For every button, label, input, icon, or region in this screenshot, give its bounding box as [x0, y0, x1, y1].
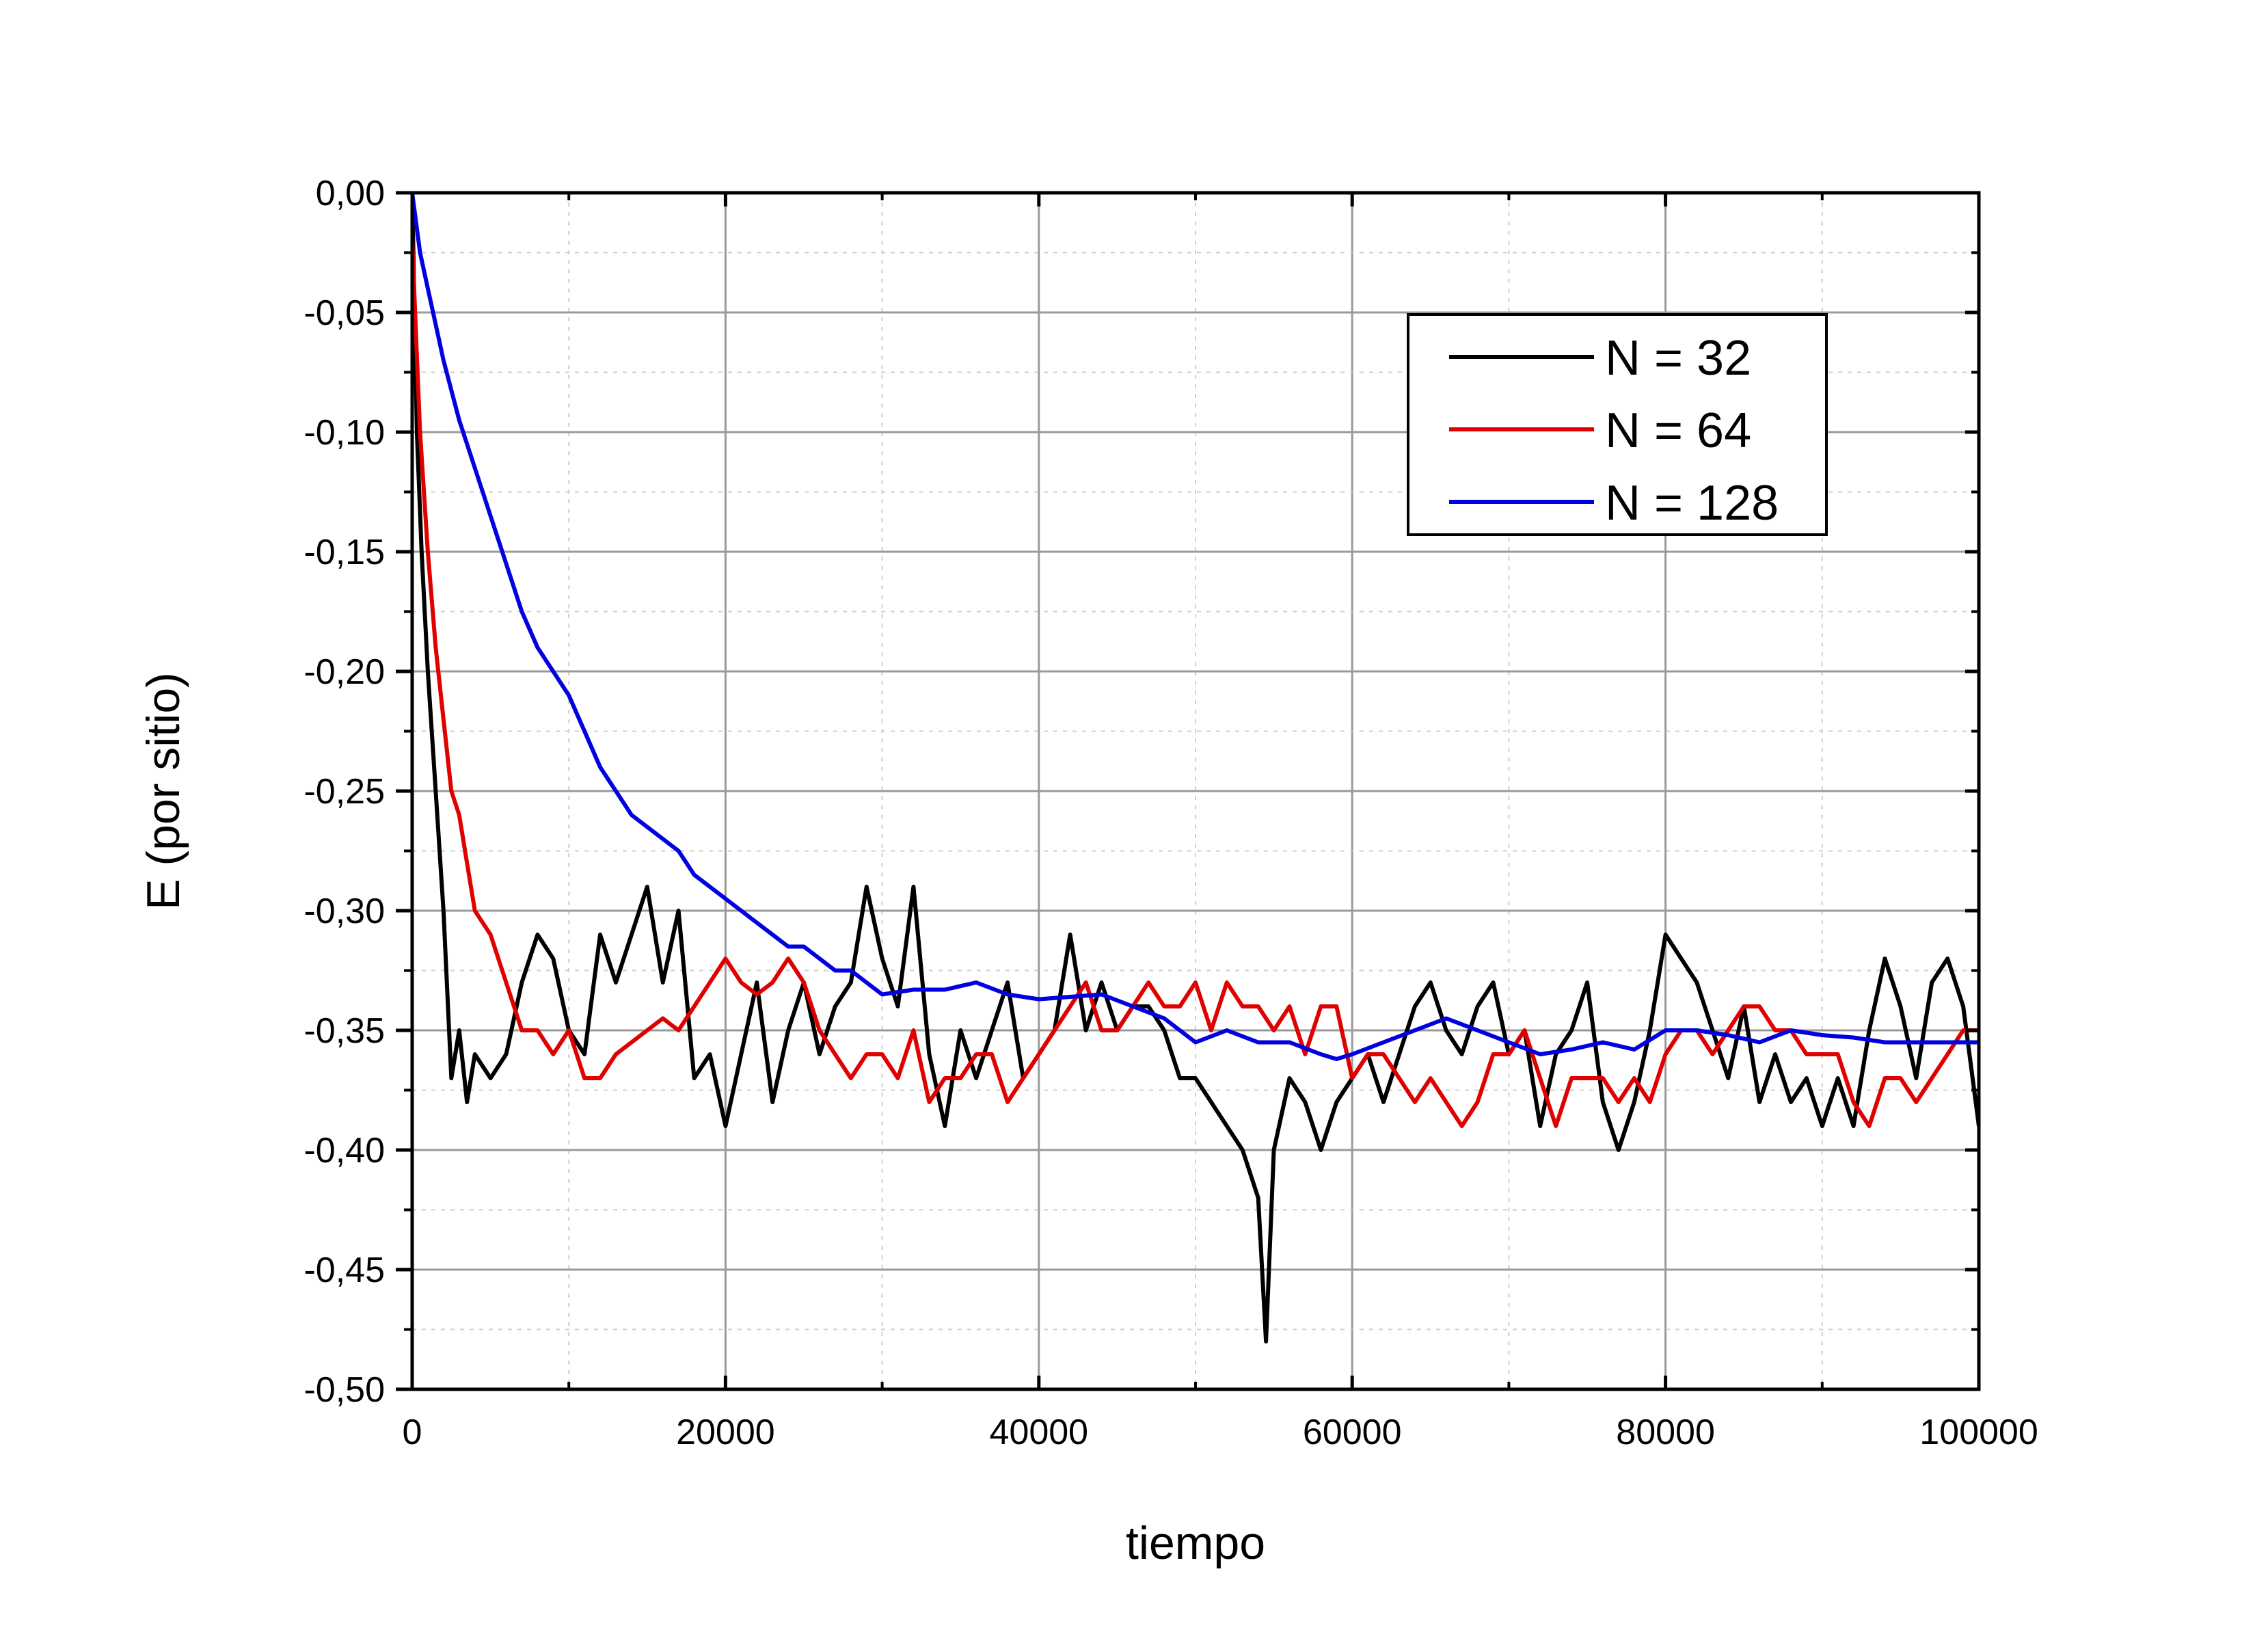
y-tick-label: 0,00 [316, 174, 385, 213]
y-tick-label: -0,40 [303, 1131, 385, 1171]
y-axis-title: E (por sitio) [137, 672, 189, 910]
series-line-1 [412, 193, 1979, 1343]
y-tick-label: -0,30 [303, 892, 385, 931]
x-tick-label: 40000 [989, 1413, 1088, 1452]
x-tick-label: 20000 [676, 1413, 775, 1452]
y-tick-label: -0,05 [303, 293, 385, 333]
series-line-3 [412, 193, 1979, 1061]
legend: N = 32 N = 64 N = 128 [1407, 313, 1828, 536]
legend-label: N = 128 [1605, 476, 1779, 531]
series-line-2 [412, 240, 1979, 1128]
x-tick-label: 0 [403, 1413, 422, 1452]
legend-label: N = 32 [1605, 331, 1751, 386]
y-axis: 0,00 -0,05 -0,10 -0,15 -0,20 -0,25 -0,30 -0,35 -… [303, 174, 1979, 1410]
y-tick-label: -0,50 [303, 1370, 385, 1410]
x-axis-title: tiempo [1126, 1517, 1265, 1569]
x-tick-label: 80000 [1616, 1413, 1715, 1452]
y-tick-label: -0,45 [303, 1251, 385, 1290]
y-tick-label: -0,35 [303, 1011, 385, 1051]
legend-label: N = 64 [1605, 403, 1751, 458]
x-tick-label: 60000 [1303, 1413, 1402, 1452]
legend-box [1407, 313, 1828, 536]
y-tick-label: -0,20 [303, 652, 385, 692]
y-tick-label: -0,15 [303, 533, 385, 572]
y-tick-label: -0,10 [303, 413, 385, 453]
series-layer [412, 193, 1979, 1343]
x-axis: 0 20000 40000 60000 80000 100000 [403, 193, 2038, 1452]
y-tick-label: -0,25 [303, 772, 385, 812]
x-tick-label: 100000 [1919, 1413, 2038, 1452]
